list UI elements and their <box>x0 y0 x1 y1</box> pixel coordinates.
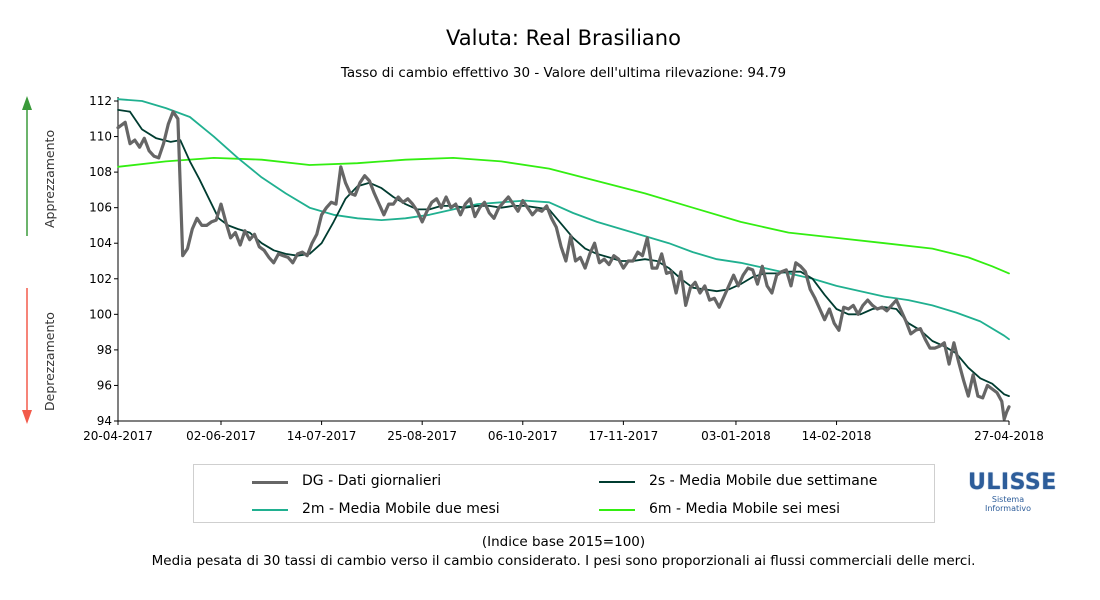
x-tick-label: 27-04-2018 <box>974 429 1044 443</box>
ulisse-logo: ULISSE Sistema Informativo <box>968 470 1057 514</box>
depreciation-arrow-head <box>22 410 32 424</box>
series-line-3 <box>117 157 1010 275</box>
x-tick-label: 14-07-2017 <box>287 429 357 443</box>
footer-index-note: (Indice base 2015=100) <box>481 534 646 550</box>
legend-swatch-2s <box>599 481 635 483</box>
logo-word: ULISSE <box>968 470 1057 495</box>
legend-label-2m: 2m - Media Mobile due mesi <box>302 501 500 517</box>
depreciation-label: Deprezzamento <box>42 312 57 411</box>
chart-subtitle: Tasso di cambio effettivo 30 - Valore de… <box>340 65 787 81</box>
legend-label-6m: 6m - Media Mobile sei mesi <box>649 501 841 517</box>
y-tick-label: 106 <box>89 201 112 215</box>
series-line-0 <box>116 110 1011 421</box>
y-tick-label: 108 <box>89 165 112 179</box>
legend-swatch-6m <box>599 509 635 511</box>
y-tick-label: 100 <box>89 307 112 321</box>
logo-subtitle-1: Sistema <box>991 495 1025 504</box>
chart-axes: 94 96 98 100 102 104 106 108 110 112 20-04-2017 02-… <box>83 94 1044 443</box>
appreciation-arrow-head <box>22 96 32 110</box>
x-tick-label: 25-08-2017 <box>387 429 457 443</box>
y-tick-label: 110 <box>89 130 112 144</box>
y-tick-label: 112 <box>89 94 112 108</box>
x-tick-label: 14-02-2018 <box>802 429 872 443</box>
x-tick-label: 02-06-2017 <box>186 429 256 443</box>
y-tick-label: 94 <box>97 414 112 428</box>
x-tick-label: 17-11-2017 <box>589 429 659 443</box>
y-tick-label: 96 <box>97 378 112 392</box>
y-tick-label: 102 <box>89 272 112 286</box>
footer-description: Media pesata di 30 tassi di cambio verso… <box>151 553 976 569</box>
chart-lines <box>116 98 1011 421</box>
x-tick-label: 06-10-2017 <box>488 429 558 443</box>
side-arrows <box>22 96 32 424</box>
y-tick-label: 98 <box>97 343 112 357</box>
legend-swatch-dg <box>252 481 288 484</box>
logo-subtitle-2: Informativo <box>985 504 1031 513</box>
legend-label-dg: DG - Dati giornalieri <box>302 473 442 489</box>
chart-title: Valuta: Real Brasiliano <box>446 26 681 50</box>
appreciation-label: Apprezzamento <box>42 129 57 228</box>
legend-label-2s: 2s - Media Mobile due settimane <box>649 473 878 489</box>
series-line-2 <box>117 98 1010 341</box>
y-tick-label: 104 <box>89 236 112 250</box>
series-line-1 <box>117 109 1010 397</box>
x-tick-label: 03-01-2018 <box>701 429 771 443</box>
legend-swatch-2m <box>252 509 288 511</box>
x-tick-label: 20-04-2017 <box>83 429 153 443</box>
legend: DG - Dati giornalieri 2s - Media Mobile … <box>193 464 935 523</box>
